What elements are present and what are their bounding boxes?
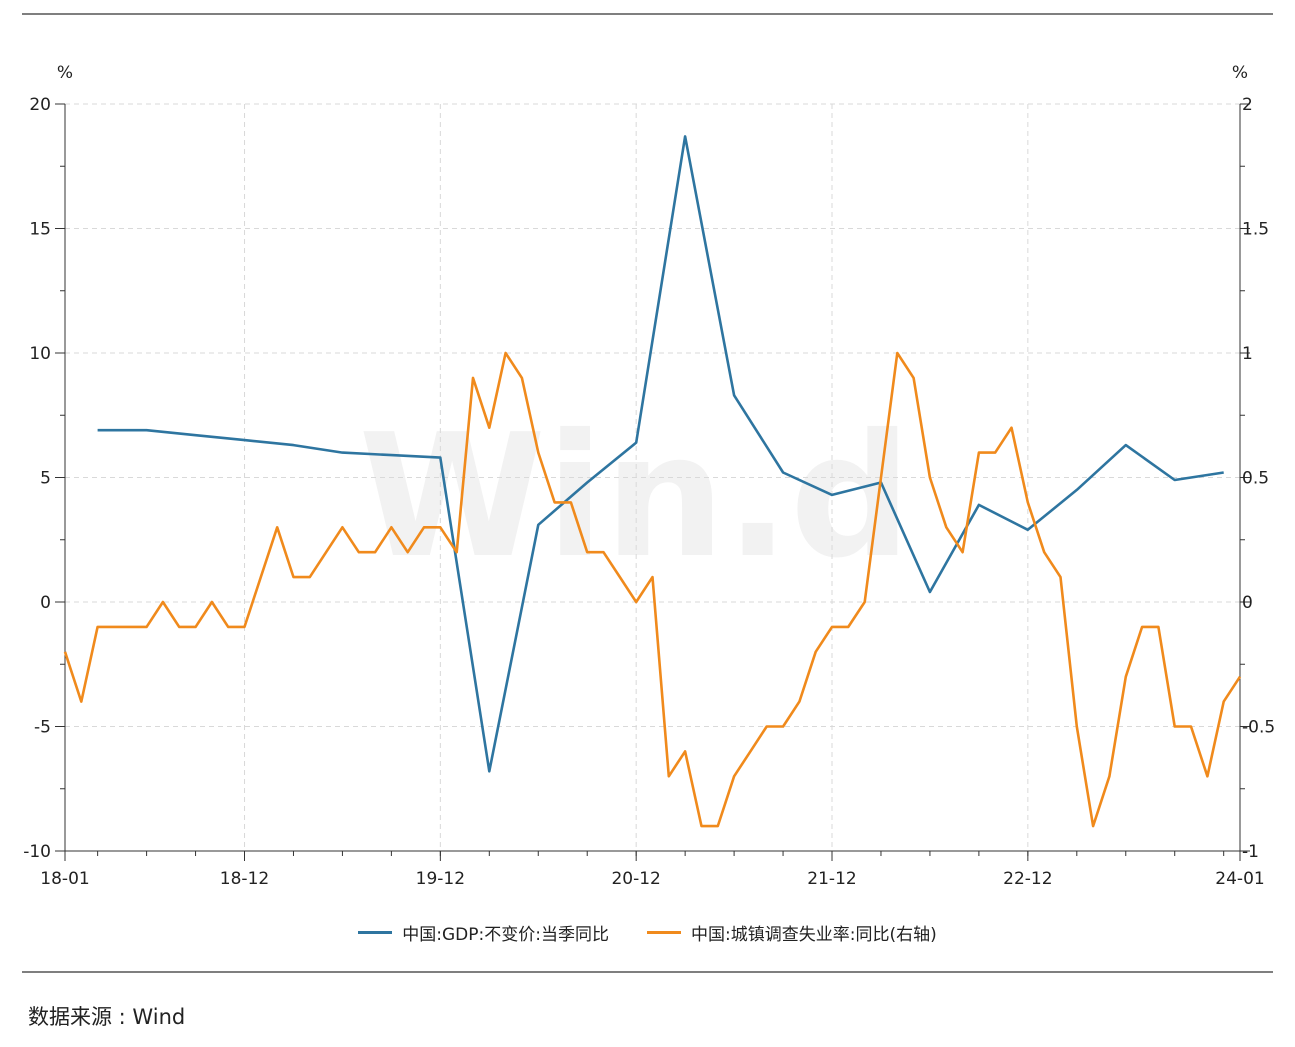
legend-item-gdp[interactable]: 中国:GDP:不变价:当季同比 [358,920,609,945]
source-note: 数据来源 : Wind [28,1005,186,1029]
bottom-rule [22,971,1273,973]
line-chart: Win.d -10 -5 0 5 10 15 20 -1 -0.5 0 0.5 1 1.5 2 18-01 1… [23,63,1275,889]
top-rule [22,13,1273,15]
y-right-tick-label: 2 [1242,95,1253,115]
series-line-unemployment [63,351,1242,828]
legend-item-unemployment[interactable]: 中国:城镇调查失业率:同比(右轴) [646,920,937,945]
y-right-tick-label: -0.5 [1242,718,1275,738]
x-tick-label: 21-12 [807,869,856,889]
legend-swatch-unemployment [646,931,681,934]
y-left-tick-label: 5 [40,469,51,489]
x-tick-label: 18-12 [220,869,269,889]
legend-label-unemployment: 中国:城镇调查失业率:同比(右轴) [690,925,937,945]
y-right-tick-label: 1.5 [1242,220,1269,240]
y-right-tick-label: 0 [1242,593,1253,613]
y-left-tick-label: 0 [40,593,51,613]
y-left-tick-label: -5 [34,718,51,738]
y-left-tick-label: -10 [23,842,51,862]
y-right-tick-label: 0.5 [1242,469,1269,489]
watermark-text: Win.d [358,398,911,596]
legend-label-gdp: 中国:GDP:不变价:当季同比 [402,925,609,945]
y-left-unit-label: % [57,63,73,83]
x-tick-label: 20-12 [611,869,660,889]
y-left-tick-label: 15 [29,220,51,240]
x-tick-label: 24-01 [1215,869,1264,889]
y-left-tick-label: 10 [29,344,51,364]
y-right-tick-label: -1 [1242,842,1259,862]
x-tick-label: 22-12 [1003,869,1052,889]
chart-legend: 中国:GDP:不变价:当季同比 中国:城镇调查失业率:同比(右轴) [0,920,1295,945]
x-tick-label: 19-12 [416,869,465,889]
x-tick-label: 18-01 [40,869,89,889]
y-right-tick-label: 1 [1242,344,1253,364]
y-right-unit-label: % [1232,63,1248,83]
legend-swatch-gdp [358,931,393,934]
y-left-tick-label: 20 [29,95,51,115]
